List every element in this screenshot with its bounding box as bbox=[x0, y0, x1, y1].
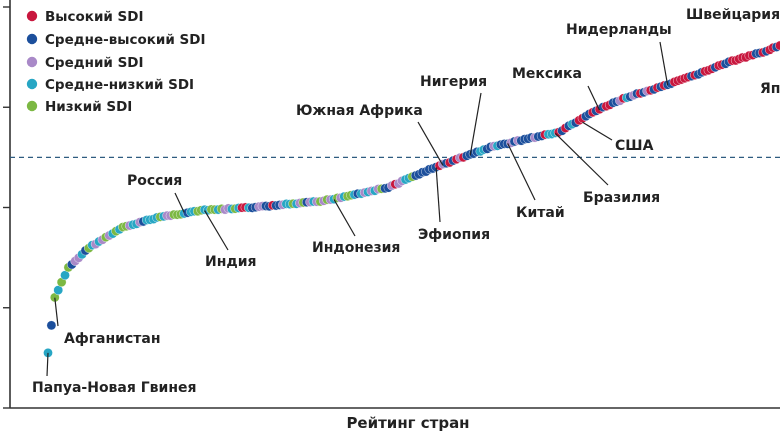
x-axis-title: Рейтинг стран bbox=[346, 414, 469, 432]
legend-item-lower-middle: Средне-низкий SDI bbox=[26, 77, 194, 93]
annotation-label: Мексика bbox=[512, 66, 582, 82]
legend-marker-lower-middle bbox=[26, 78, 38, 90]
legend-marker-upper-middle bbox=[26, 33, 38, 45]
annotation-leader-line bbox=[54, 297, 59, 327]
annotation-leader-line bbox=[46, 352, 49, 377]
legend-label-middle: Средний SDI bbox=[45, 55, 144, 71]
annotation-leader-line bbox=[204, 210, 229, 251]
annotation-leader-line bbox=[469, 92, 482, 156]
annotation-leader-line bbox=[417, 121, 444, 166]
annotation-label: Швейцария bbox=[686, 7, 780, 23]
data-point bbox=[775, 40, 780, 51]
annotation-label: США bbox=[615, 138, 654, 154]
annotation-leader-line bbox=[554, 132, 609, 186]
legend-item-high: Высокий SDI bbox=[26, 9, 144, 25]
annotation-label: Нигерия bbox=[420, 74, 487, 90]
legend-label-upper-middle: Средне-высокий SDI bbox=[45, 32, 205, 48]
annotation-label: Афганистан bbox=[64, 331, 161, 347]
annotation-label: Нидерланды bbox=[566, 22, 672, 38]
annotation-label: Индонезия bbox=[312, 240, 400, 256]
legend-marker-low bbox=[26, 100, 38, 112]
legend: Высокий SDI Средне-высокий SDI Средний S… bbox=[26, 9, 205, 115]
legend-marker-high bbox=[26, 10, 38, 22]
legend-item-low: Низкий SDI bbox=[26, 99, 132, 115]
annotation-label: Папуа-Новая Гвинея bbox=[32, 380, 196, 396]
annotation-leader-line bbox=[659, 41, 669, 86]
annotation-leader-line bbox=[174, 192, 185, 213]
legend-label-high: Высокий SDI bbox=[45, 9, 144, 25]
annotation-leader-line bbox=[587, 85, 601, 111]
legend-marker-middle bbox=[26, 56, 38, 68]
annotations: Папуа-Новая Гвинея Афганистан Россия Индия И… bbox=[32, 7, 780, 396]
annotation-leader-line bbox=[507, 143, 536, 201]
annotation-leader-line bbox=[333, 199, 356, 237]
annotation-leader-line bbox=[582, 121, 613, 141]
annotation-label: Индия bbox=[205, 254, 257, 270]
legend-label-lower-middle: Средне-низкий SDI bbox=[45, 77, 194, 93]
annotation-label: Россия bbox=[127, 173, 182, 189]
legend-item-middle: Средний SDI bbox=[26, 55, 144, 71]
annotation-label: Яп bbox=[760, 81, 780, 97]
y-ticks bbox=[3, 6, 10, 409]
annotation-label: Бразилия bbox=[583, 190, 660, 206]
annotation-label: Китай bbox=[516, 205, 565, 221]
legend-item-upper-middle: Средне-высокий SDI bbox=[26, 32, 205, 48]
legend-label-low: Низкий SDI bbox=[45, 99, 132, 115]
annotation-leader-line bbox=[435, 167, 441, 223]
annotation-label: Эфиопия bbox=[418, 227, 490, 243]
annotation-label: Южная Африка bbox=[296, 103, 423, 119]
data-point bbox=[46, 320, 57, 331]
